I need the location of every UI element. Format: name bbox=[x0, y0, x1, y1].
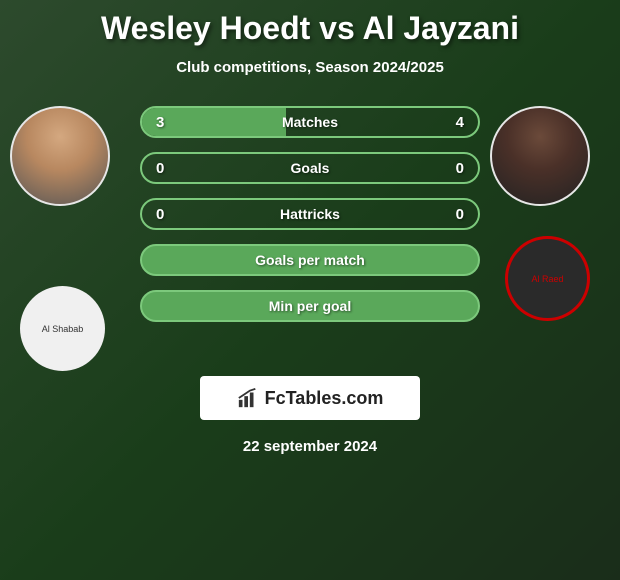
avatar-placeholder bbox=[12, 108, 108, 204]
club-left-logo: Al Shabab bbox=[20, 286, 105, 371]
brand-badge: FcTables.com bbox=[200, 376, 420, 420]
stat-value-right: 4 bbox=[456, 114, 464, 131]
stat-row: Min per goal bbox=[140, 290, 480, 322]
stat-row: Goals per match bbox=[140, 244, 480, 276]
chart-icon bbox=[237, 387, 259, 409]
club-right-logo: Al Raed bbox=[505, 236, 590, 321]
stats-list: 3 Matches 4 0 Goals 0 0 Hattricks 0 Goals per mat… bbox=[140, 106, 480, 336]
stat-row: 0 Goals 0 bbox=[140, 152, 480, 184]
brand-text: FcTables.com bbox=[265, 388, 384, 409]
stat-value-right: 0 bbox=[456, 160, 464, 177]
stat-label: Matches bbox=[282, 114, 338, 130]
club-right-name: Al Raed bbox=[531, 274, 563, 284]
club-left-name: Al Shabab bbox=[42, 324, 84, 334]
stat-row: 3 Matches 4 bbox=[140, 106, 480, 138]
player-left-avatar bbox=[10, 106, 110, 206]
stat-value-left: 3 bbox=[156, 114, 164, 131]
stat-label: Goals per match bbox=[255, 252, 365, 268]
stat-label: Goals bbox=[291, 160, 330, 176]
stat-value-left: 0 bbox=[156, 160, 164, 177]
avatar-placeholder bbox=[492, 108, 588, 204]
stat-row: 0 Hattricks 0 bbox=[140, 198, 480, 230]
player-right-avatar bbox=[490, 106, 590, 206]
page-title: Wesley Hoedt vs Al Jayzani bbox=[0, 0, 620, 47]
subtitle: Club competitions, Season 2024/2025 bbox=[0, 59, 620, 76]
comparison-panel: Al Shabab Al Raed 3 Matches 4 0 Goals 0 0 Hattr… bbox=[0, 106, 620, 336]
stat-value-left: 0 bbox=[156, 206, 164, 223]
stat-value-right: 0 bbox=[456, 206, 464, 223]
footer-date: 22 september 2024 bbox=[0, 438, 620, 455]
stat-label: Min per goal bbox=[269, 298, 351, 314]
stat-label: Hattricks bbox=[280, 206, 340, 222]
